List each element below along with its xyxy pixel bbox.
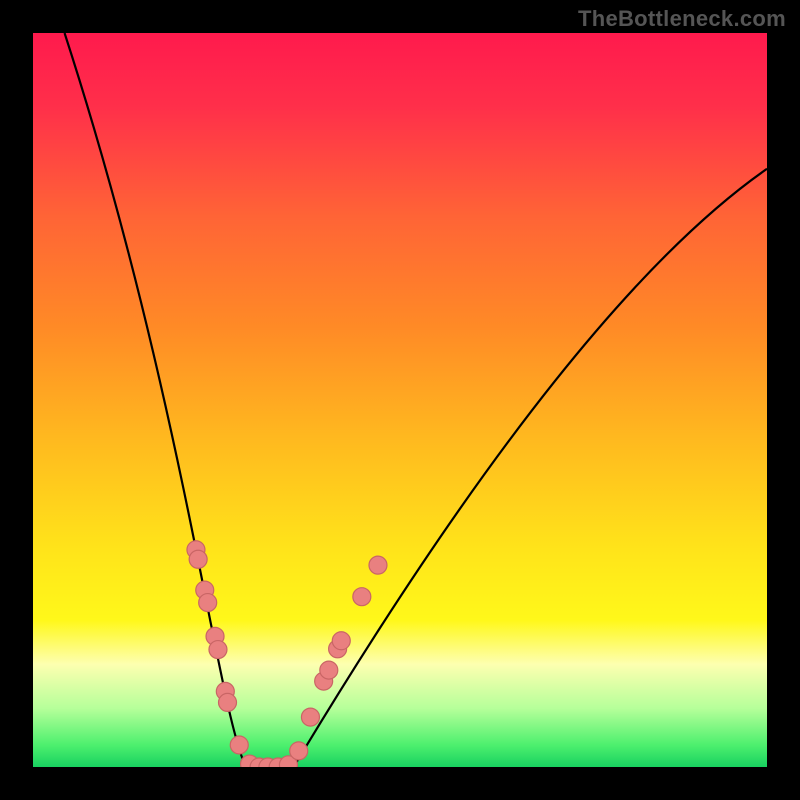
data-point xyxy=(209,641,227,659)
data-point xyxy=(369,556,387,574)
gradient-background xyxy=(33,33,767,767)
data-point xyxy=(301,708,319,726)
data-point xyxy=(230,736,248,754)
chart-frame: TheBottleneck.com xyxy=(0,0,800,800)
data-point xyxy=(199,594,217,612)
data-point xyxy=(320,661,338,679)
data-point xyxy=(332,632,350,650)
data-point xyxy=(353,588,371,606)
data-point xyxy=(219,693,237,711)
watermark-text: TheBottleneck.com xyxy=(578,6,786,32)
data-point xyxy=(189,550,207,568)
bottleneck-chart xyxy=(0,0,800,800)
data-point xyxy=(290,742,308,760)
